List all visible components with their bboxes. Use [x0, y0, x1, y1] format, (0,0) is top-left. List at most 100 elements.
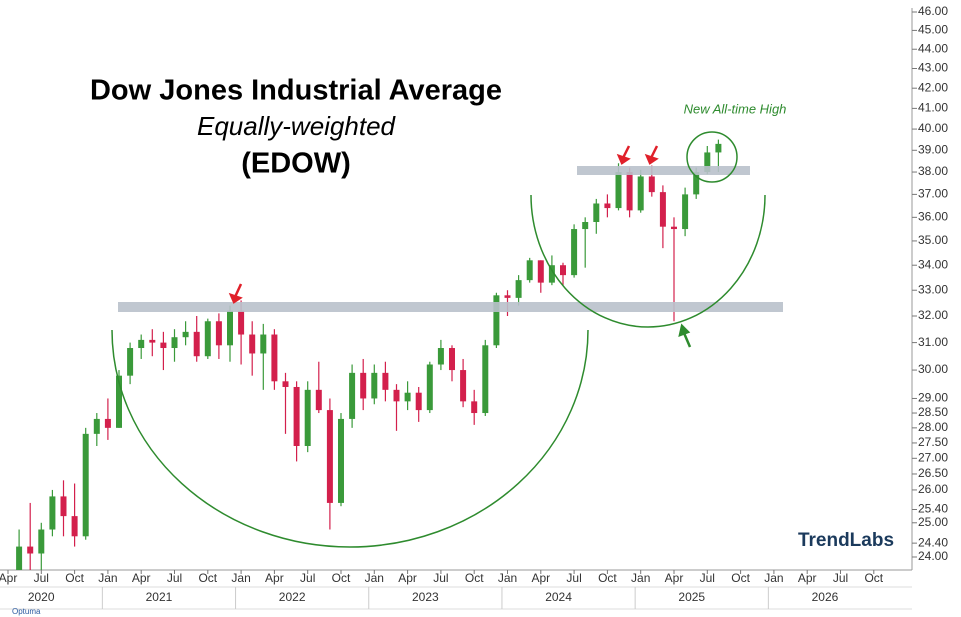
x-tick-label: Jul: [700, 571, 715, 585]
candle-body: [16, 546, 23, 570]
x-tick-label: Apr: [665, 571, 684, 585]
candle-body: [704, 152, 711, 173]
x-tick-label: Oct: [332, 571, 351, 585]
cup-arc: [111, 329, 589, 548]
candle-body: [493, 295, 500, 346]
x-tick-label: Oct: [864, 571, 883, 585]
y-tick-label: 27.50: [918, 435, 948, 449]
y-tick-label: 26.00: [918, 482, 948, 496]
candle-body: [171, 337, 178, 349]
x-tick-label: Jan: [498, 571, 517, 585]
candle-body: [338, 418, 344, 503]
x-tick-label: Apr: [132, 571, 151, 585]
candle-body: [215, 321, 222, 346]
candle-body: [249, 334, 256, 354]
candle-body: [116, 375, 122, 428]
candle-body: [238, 310, 245, 335]
candle-body: [648, 176, 655, 193]
candle-body: [571, 229, 578, 276]
footer: Optuma: [12, 607, 41, 616]
candle-body: [426, 364, 433, 411]
candle-body: [548, 265, 555, 283]
x-tick-label: Jan: [98, 571, 117, 585]
y-tick-label: 36.00: [918, 210, 948, 224]
candle-body: [260, 334, 267, 354]
y-tick-label: 33.00: [918, 282, 948, 296]
candle-body: [82, 433, 89, 537]
resistance-band: [577, 166, 750, 175]
x-tick-label: Apr: [265, 571, 284, 585]
logo: TrendLabs: [798, 530, 894, 551]
x-tick-label: Apr: [531, 571, 550, 585]
candle-body: [615, 172, 622, 209]
x-tick-label: Jul: [34, 571, 49, 585]
candle-body: [49, 496, 56, 530]
candle-body: [526, 260, 533, 281]
candle-body: [393, 389, 400, 402]
y-tick-label: 28.50: [918, 405, 948, 419]
candle-body: [482, 345, 489, 414]
candle-body: [93, 418, 100, 434]
candle-body: [304, 389, 311, 447]
y-tick-label: 26.50: [918, 466, 948, 480]
candle-body: [637, 176, 644, 211]
candle-body: [537, 260, 544, 283]
year-label: 2026: [812, 590, 839, 604]
candle-body: [138, 339, 145, 349]
x-tick-label: Oct: [731, 571, 750, 585]
ath-circle: [686, 131, 738, 183]
candle-body: [149, 339, 156, 343]
candle-body: [271, 334, 278, 382]
candle-body: [127, 348, 134, 376]
candle-body: [460, 370, 467, 402]
candle-body: [515, 280, 522, 298]
y-tick-label: 25.40: [918, 502, 948, 516]
candle-body: [38, 529, 45, 554]
x-tick-label: Oct: [465, 571, 484, 585]
candle-body: [671, 226, 677, 230]
candle-body: [604, 203, 611, 209]
candle-body: [437, 348, 444, 365]
candle-body: [315, 389, 322, 411]
candle-body: [593, 203, 600, 222]
chart-subtitle: Equally-weighted: [197, 111, 397, 141]
candle-body: [182, 331, 189, 338]
candle-body: [715, 143, 722, 153]
year-label: 2025: [678, 590, 705, 604]
support-band: [118, 302, 783, 312]
green-arrow: [678, 323, 692, 348]
x-tick-label: Oct: [65, 571, 84, 585]
candle-body: [349, 372, 356, 419]
x-tick-label: Jul: [566, 571, 581, 585]
x-tick-label: Jul: [433, 571, 448, 585]
x-tick-label: Jul: [167, 571, 182, 585]
y-tick-label: 25.00: [918, 515, 948, 529]
cup-arc-2: [530, 194, 766, 328]
year-label: 2024: [545, 590, 572, 604]
candle-body: [27, 546, 34, 554]
y-tick-label: 44.00: [918, 41, 948, 55]
year-label: 2020: [28, 590, 55, 604]
x-tick-label: Apr: [798, 571, 817, 585]
candle-body: [404, 392, 411, 402]
candle-body: [160, 342, 167, 349]
y-tick-label: 41.00: [918, 101, 948, 115]
y-tick-label: 37.00: [918, 187, 948, 201]
candle-body: [626, 172, 633, 211]
candle-body: [560, 265, 566, 276]
candle-body: [582, 221, 589, 230]
candle-body: [371, 372, 378, 399]
candle-body: [227, 310, 233, 346]
y-tick-label: 31.00: [918, 335, 948, 349]
candle-body: [193, 331, 200, 357]
annotation: New All-time High: [684, 101, 787, 116]
x-tick-label: Oct: [598, 571, 617, 585]
y-tick-label: 39.00: [918, 142, 948, 156]
x-tick-label: Oct: [198, 571, 217, 585]
candle-body: [504, 295, 511, 298]
y-tick-label: 24.00: [918, 549, 948, 563]
y-tick-label: 43.00: [918, 61, 948, 75]
y-tick-label: 35.00: [918, 233, 948, 247]
x-tick-label: Jul: [833, 571, 848, 585]
